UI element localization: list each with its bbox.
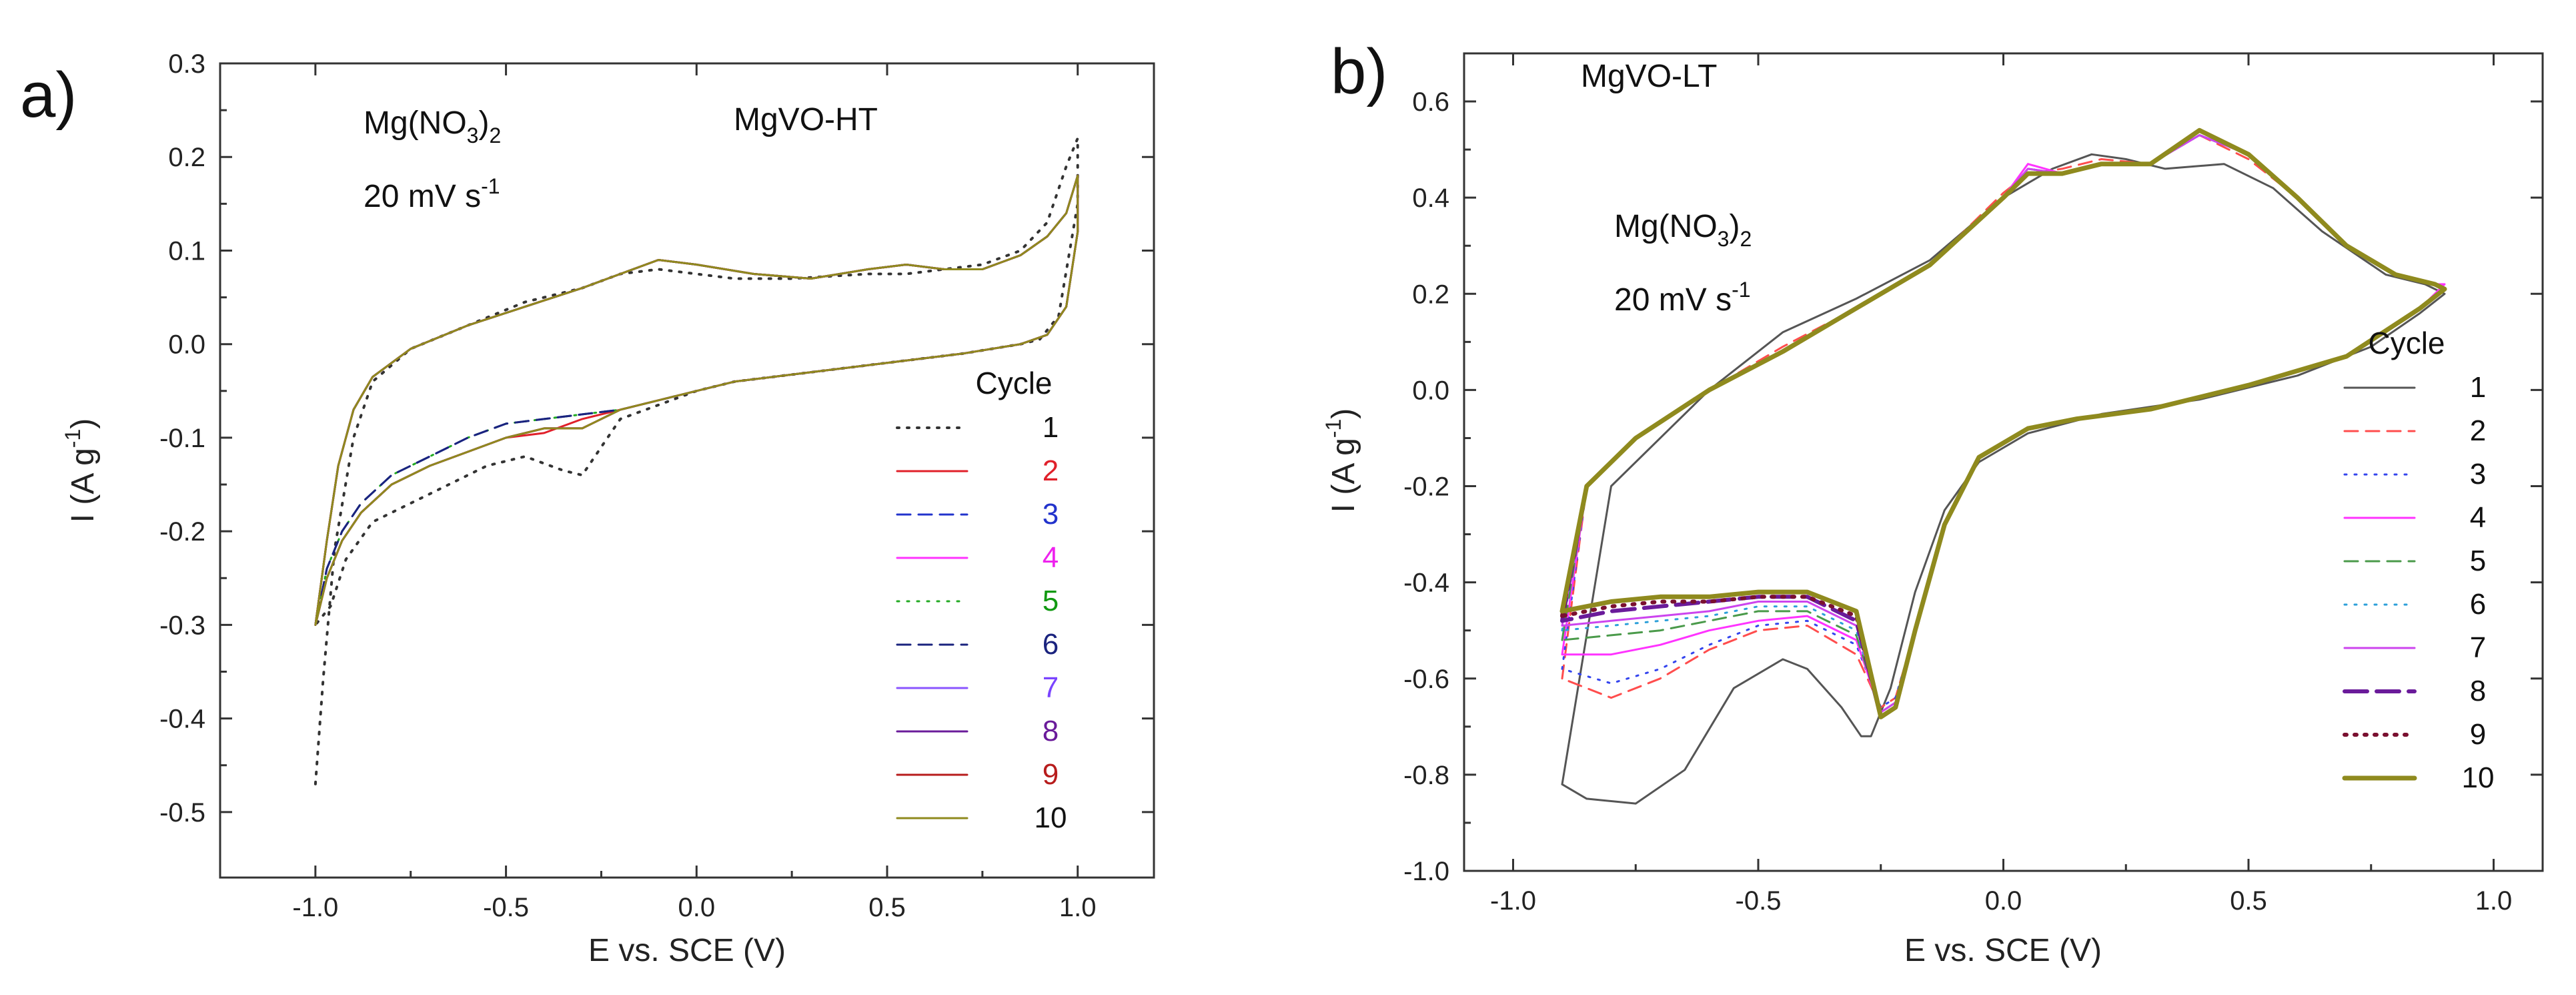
scan-rate-text: 20 mV s	[364, 179, 481, 214]
y-tick-label: -0.2	[1403, 472, 1449, 502]
y-axis-label-sup: -1	[61, 429, 85, 448]
y-tick-label: 0.1	[168, 236, 205, 266]
panel-b: -1.0 -0.5 0.0 0.5 1.0 0.6 0.4 0.2 0.0 -0.2 -0.4 -0.…	[1321, 36, 2544, 968]
y-tick-label: 0.3	[168, 49, 205, 79]
plot-frame	[1463, 52, 2544, 872]
legend-label-cycle-6: 6	[2470, 588, 2486, 621]
electrolyte-base: Mg(NO	[1614, 209, 1718, 244]
series-line-cycle-1	[313, 137, 1079, 785]
electrolyte-close: )	[478, 105, 489, 141]
y-axis-label: I (A g-1)	[1321, 408, 1361, 513]
x-tick-label: 0.5	[2230, 886, 2267, 916]
legend-label-cycle-9: 9	[2470, 718, 2486, 751]
electrolyte-subscript: 3	[1718, 227, 1730, 251]
legend-label-cycle-10: 10	[1035, 801, 1067, 834]
legend-label-cycle-7: 7	[2470, 631, 2486, 664]
legend-label-cycle-2: 2	[2470, 414, 2486, 447]
y-tick-label: -1.0	[1403, 857, 1449, 886]
scan-rate-label: 20 mV s-1	[364, 174, 500, 214]
panel-label: b)	[1331, 36, 1387, 107]
legend-title: Cycle	[975, 366, 1052, 400]
scan-rate-text: 20 mV s	[1614, 282, 1732, 318]
legend-label-cycle-6: 6	[1043, 628, 1059, 661]
y-axis-label-close: )	[1326, 408, 1361, 419]
electrolyte-base: Mg(NO	[364, 105, 467, 141]
legend-label-cycle-10: 10	[2462, 761, 2495, 794]
series-line-cycle-10	[314, 174, 1079, 626]
y-axis-label-main: I (A g	[65, 448, 101, 523]
y-tick-label: 0.4	[1412, 184, 1449, 213]
scan-rate-label: 20 mV s-1	[1614, 278, 1751, 318]
x-tick-label: 0.5	[868, 893, 906, 922]
electrolyte-subscript-2: 2	[489, 123, 501, 147]
y-tick-label: -0.8	[1403, 761, 1449, 790]
x-tick-label: -1.0	[292, 893, 338, 922]
x-tick-label: 0.0	[678, 893, 715, 922]
electrolyte-subscript-2: 2	[1740, 227, 1752, 251]
y-axis-label-close: )	[65, 418, 101, 429]
y-tick-label: -0.4	[159, 705, 205, 734]
legend-label-cycle-9: 9	[1043, 758, 1059, 791]
legend-label-cycle-2: 2	[1043, 454, 1059, 487]
legend-label-cycle-7: 7	[1043, 671, 1059, 704]
legend-label-cycle-1: 1	[2470, 371, 2486, 404]
y-tick-label: 0.2	[168, 143, 205, 172]
legend-label-cycle-3: 3	[1043, 498, 1059, 531]
electrolyte-subscript: 3	[467, 123, 479, 147]
material-label: MgVO-LT	[1581, 59, 1717, 94]
legend-label-cycle-8: 8	[1043, 715, 1059, 747]
y-tick-label: -0.4	[1403, 569, 1449, 598]
panel-a: -1.0 -0.5 0.0 0.5 1.0 0.3 0.2 0.1 0.0 -0.1 -0.2 -0.…	[20, 49, 1155, 968]
legend-label-cycle-8: 8	[2470, 675, 2486, 707]
x-tick-label: -0.5	[483, 893, 529, 922]
y-tick-label: 0.2	[1412, 280, 1449, 309]
electrolyte-close: )	[1729, 209, 1740, 244]
y-axis-label-sup: -1	[1321, 419, 1345, 438]
x-tick-label: 0.0	[1985, 886, 2022, 916]
panel-label: a)	[20, 59, 77, 131]
legend-label-cycle-4: 4	[1043, 541, 1059, 574]
x-tick-label: -1.0	[1490, 886, 1536, 916]
x-tick-label: -0.5	[1736, 886, 1782, 916]
series-line-cycle-10	[1559, 127, 2447, 719]
x-axis-label: E vs. SCE (V)	[588, 933, 786, 968]
legend-label-cycle-5: 5	[2470, 545, 2486, 577]
y-tick-label: -0.5	[159, 798, 205, 827]
electrolyte-label: Mg(NO3)2	[1614, 209, 1752, 251]
electrolyte-label: Mg(NO3)2	[364, 105, 501, 147]
legend-title: Cycle	[2368, 326, 2445, 360]
scan-rate-superscript: -1	[481, 174, 500, 198]
y-tick-label: -0.3	[159, 611, 205, 640]
y-tick-label: 0.0	[1412, 376, 1449, 405]
y-tick-label: -0.1	[159, 424, 205, 453]
legend: Cycle 1 2 3 4 5 6 7 8 9 10	[2342, 326, 2495, 794]
y-tick-label: -0.6	[1403, 665, 1449, 694]
y-axis-label-main: I (A g	[1326, 438, 1361, 513]
series-group	[1559, 127, 2447, 805]
plot-frame	[219, 62, 1155, 879]
y-tick-label: -0.2	[159, 517, 205, 547]
material-label: MgVO-HT	[734, 102, 878, 137]
legend-label-cycle-4: 4	[2470, 501, 2486, 534]
scan-rate-superscript: -1	[1732, 278, 1750, 302]
legend-label-cycle-3: 3	[2470, 458, 2486, 490]
legend: Cycle 1 2 3 4 5 6 7 8 9 10	[896, 366, 1067, 834]
series-line-cycle-1	[1561, 153, 2446, 805]
y-axis-label: I (A g-1)	[61, 418, 101, 523]
series-group	[313, 137, 1079, 785]
y-tick-label: 0.6	[1412, 87, 1449, 117]
y-tick-label: 0.0	[168, 330, 205, 360]
legend-label-cycle-1: 1	[1043, 411, 1059, 444]
x-axis-label: E vs. SCE (V)	[1904, 933, 2102, 968]
x-tick-label: 1.0	[2475, 886, 2513, 916]
legend-label-cycle-5: 5	[1043, 585, 1059, 617]
x-tick-label: 1.0	[1059, 893, 1097, 922]
